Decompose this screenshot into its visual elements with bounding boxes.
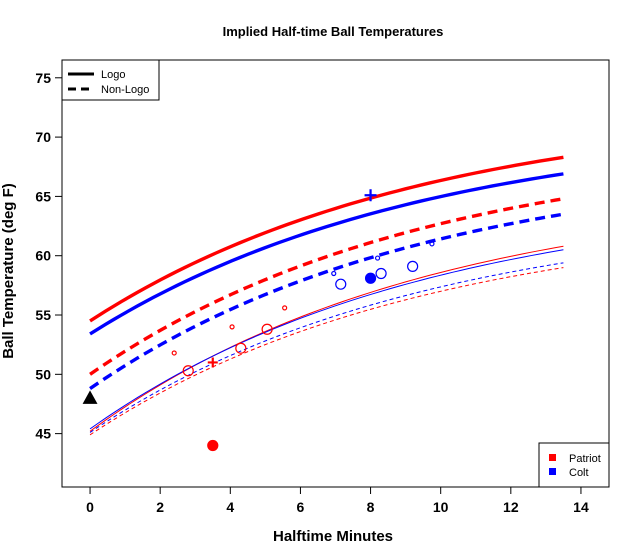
curve-patriot-logo-thin [89,245,564,432]
patriot-circle-point [207,439,219,452]
team-legend: Patriot Colt [538,442,610,488]
legend-label-logo: Logo [101,69,125,81]
curve-colt-non-logo [89,212,564,390]
patriot-circle-point [171,350,177,356]
legend-label-patriot: Patriot [569,453,601,465]
legend-label-colt: Colt [569,467,589,479]
style-legend: Logo Non-Logo [61,59,160,101]
patriot-circle-point [182,365,194,377]
colt-circle-point [331,270,337,277]
legend-swatch-patriot [549,454,556,461]
curve-colt-logo-thin [89,249,564,430]
y-tick-label: 60 [35,248,51,264]
curves-group [89,155,564,436]
x-tick-label: 10 [433,499,449,515]
curve-patriot-non-logo-thin [89,267,564,436]
axes: 0 2 4 6 8 10 12 14 45 50 55 60 65 70 75 [35,70,589,515]
x-tick-label: 2 [156,499,164,515]
patriot-plus-point [207,357,218,368]
x-tick-label: 8 [367,499,375,515]
y-tick-label: 45 [35,426,51,442]
colt-circle-point [335,278,347,290]
x-tick-label: 6 [297,499,305,515]
style-legend-box [61,59,160,101]
y-tick-label: 75 [35,70,51,86]
curve-colt-logo [89,172,564,336]
team-legend-box [538,442,610,488]
y-axis-label: Ball Temperature (deg F) [0,183,17,359]
colt-circle-point [429,241,435,247]
x-tick-label: 12 [503,499,519,515]
y-tick-label: 50 [35,366,51,382]
y-tick-label: 65 [35,188,51,204]
x-tick-label: 0 [86,499,94,515]
legend-swatch-colt [549,468,556,475]
black-triangle-point [82,390,98,404]
patriot-circle-point [235,342,247,354]
plot-frame [61,59,610,488]
colt-circle-point [364,272,377,284]
curve-colt-non-logo-thin [89,262,564,433]
y-tick-label: 70 [35,129,51,145]
patriot-circle-point [229,324,235,330]
chart-title: Implied Half-time Ball Temperatures [223,24,444,39]
colt-circle-point [407,260,419,272]
patriot-circle-point [282,305,288,311]
legend-label-non-logo: Non-Logo [101,84,149,96]
curve-patriot-logo [89,155,564,323]
colt-plus-point [364,189,377,202]
x-tick-label: 4 [226,499,234,515]
colt-circle-point [374,255,381,261]
colt-circle-point [375,267,387,280]
curve-patriot-non-logo [89,197,564,376]
y-tick-label: 55 [35,307,51,323]
x-tick-label: 14 [573,499,589,515]
x-axis-label: Halftime Minutes [273,528,393,545]
patriot-circle-point [261,323,273,335]
points-group [82,189,435,452]
